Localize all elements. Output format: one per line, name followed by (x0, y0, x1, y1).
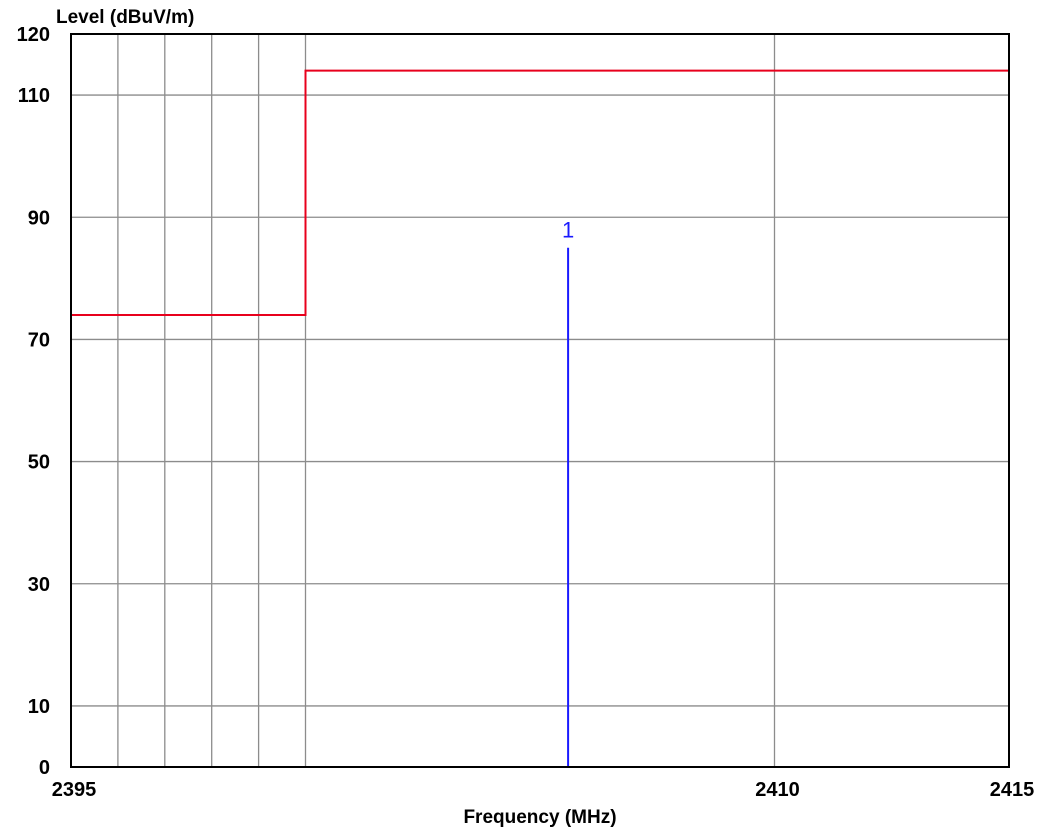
y-axis-title: Level (dBuV/m) (56, 7, 194, 28)
grid-lines (71, 34, 1009, 767)
y-tick-label: 120 (17, 24, 50, 46)
x-tick-labels: 2395 2410 2415 (52, 779, 1035, 801)
marker-label: 1 (562, 217, 574, 242)
x-axis-title: Frequency (MHz) (463, 807, 616, 828)
y-tick-label: 10 (28, 696, 50, 718)
y-tick-label: 50 (28, 452, 50, 474)
plot-frame (70, 33, 1010, 768)
series-lines (71, 69, 1009, 767)
annotations: 1 (562, 217, 574, 242)
y-tick-labels: 0 10 30 50 70 90 110 120 (17, 24, 50, 779)
y-tick-label: 0 (39, 757, 50, 779)
x-tick-label: 2395 (52, 779, 97, 801)
y-tick-label: 30 (28, 574, 50, 596)
y-tick-label: 110 (18, 85, 50, 107)
x-tick-label: 2410 (755, 779, 800, 801)
y-tick-label: 70 (28, 329, 50, 351)
y-tick-label: 90 (28, 207, 50, 229)
limit-line (71, 69, 1009, 316)
x-tick-label: 2415 (990, 779, 1035, 801)
